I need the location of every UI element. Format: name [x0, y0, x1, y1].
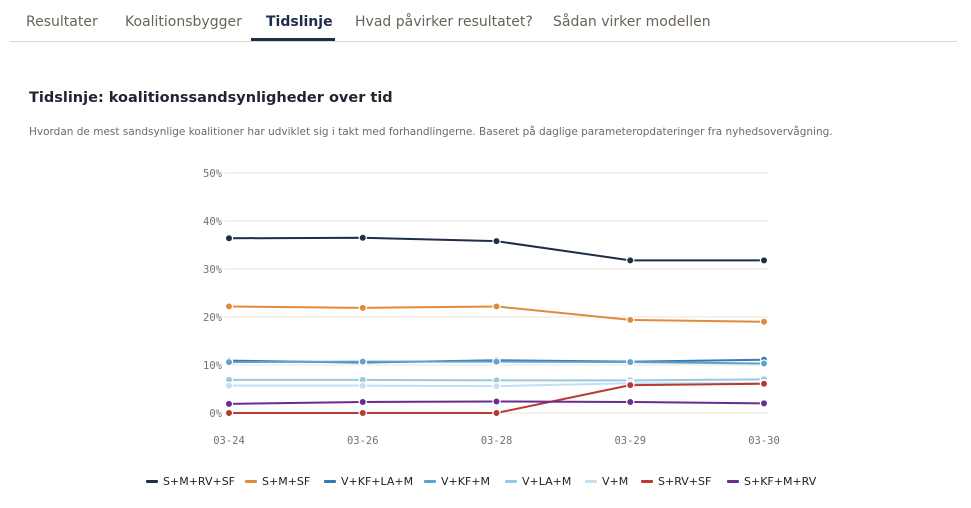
legend-swatch [424, 480, 436, 483]
legend-item[interactable]: V+LA+M [505, 475, 571, 488]
legend-item[interactable]: V+M [585, 475, 628, 488]
data-point[interactable] [492, 357, 501, 366]
legend-label: V+LA+M [522, 475, 572, 488]
legend-swatch [727, 480, 739, 483]
data-point[interactable] [358, 357, 367, 366]
section-title: Tidslinje: koalitionssandsynligheder ove… [29, 90, 393, 106]
legend-label: S+RV+SF [658, 475, 712, 488]
tab-bar: Resultater Koalitionsbygger Tidslinje Hv… [10, 0, 957, 42]
legend-swatch [324, 480, 336, 483]
y-tick-label: 0% [209, 408, 222, 420]
data-point[interactable] [358, 381, 367, 390]
data-point[interactable] [759, 379, 769, 388]
data-point[interactable] [626, 397, 635, 407]
data-point[interactable] [224, 399, 234, 409]
data-point[interactable] [358, 303, 367, 313]
legend-swatch [245, 480, 257, 483]
data-point[interactable] [224, 357, 234, 367]
tab-resultater[interactable]: Resultater [26, 14, 98, 30]
legend-item[interactable]: S+RV+SF [641, 475, 711, 488]
legend-item[interactable]: V+KF+M [424, 475, 490, 488]
data-point[interactable] [358, 408, 367, 418]
data-point[interactable] [358, 233, 367, 243]
tab-sadan-virker[interactable]: Sådan virker modellen [553, 14, 711, 30]
tab-hvad-pavirker[interactable]: Hvad påvirker resultatet? [355, 14, 533, 30]
data-point[interactable] [492, 381, 501, 391]
x-tick-label: 03-30 [748, 435, 780, 447]
legend-swatch [585, 480, 597, 483]
y-tick-label: 50% [203, 168, 223, 180]
x-tick-label: 03-28 [481, 435, 513, 447]
legend-label: S+M+SF [262, 475, 311, 488]
data-point[interactable] [224, 302, 234, 311]
legend-label: V+KF+LA+M [341, 475, 414, 488]
legend-label: S+KF+M+RV [744, 475, 817, 488]
tab-koalitionsbygger[interactable]: Koalitionsbygger [125, 14, 242, 30]
x-tick-label: 03-26 [347, 435, 379, 447]
x-tick-label: 03-24 [213, 435, 245, 447]
data-point[interactable] [492, 236, 501, 246]
data-point[interactable] [626, 380, 635, 390]
data-point[interactable] [626, 357, 635, 367]
data-point[interactable] [759, 399, 769, 408]
data-point[interactable] [224, 381, 234, 390]
y-tick-label: 10% [203, 360, 223, 372]
data-point[interactable] [492, 302, 501, 311]
x-tick-label: 03-29 [614, 435, 646, 447]
legend-label: V+M [602, 475, 629, 488]
chart-legend: S+M+RV+SF S+M+SF V+KF+LA+M V+KF+M V+LA+M V+M S… [0, 475, 971, 491]
timeline-chart: 0% 10% 20% 30% 40% 50% 03-24 03-26 03-28 03-29 03… [203, 168, 780, 447]
data-point[interactable] [759, 359, 769, 368]
legend-swatch [641, 480, 653, 483]
legend-item[interactable]: S+KF+M+RV [727, 475, 816, 488]
legend-label: V+KF+M [441, 475, 490, 488]
section-subtitle: Hvordan de mest sandsynlige koalitioner … [29, 126, 833, 138]
data-point[interactable] [224, 408, 234, 418]
data-point[interactable] [759, 256, 769, 265]
data-point[interactable] [492, 397, 501, 406]
y-tick-label: 30% [203, 264, 223, 276]
legend-item[interactable]: S+M+SF [245, 475, 310, 488]
data-point[interactable] [759, 317, 769, 326]
y-tick-label: 40% [203, 216, 223, 228]
data-point[interactable] [626, 256, 635, 265]
legend-swatch [505, 480, 517, 483]
legend-item[interactable]: S+M+RV+SF [146, 475, 235, 488]
active-tab-indicator [251, 38, 335, 41]
legend-item[interactable]: V+KF+LA+M [324, 475, 413, 488]
y-tick-label: 20% [203, 312, 223, 324]
data-point[interactable] [224, 234, 234, 243]
legend-label: S+M+RV+SF [163, 475, 235, 488]
data-point[interactable] [626, 315, 635, 325]
data-point[interactable] [492, 408, 501, 418]
data-point[interactable] [358, 397, 367, 407]
tab-tidslinje[interactable]: Tidslinje [266, 14, 333, 30]
legend-swatch [146, 480, 158, 483]
